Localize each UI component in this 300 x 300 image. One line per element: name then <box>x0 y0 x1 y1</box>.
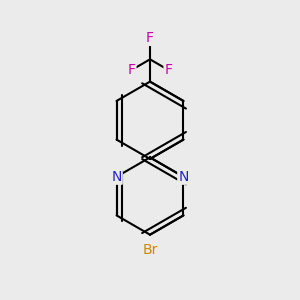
Text: N: N <box>178 170 189 184</box>
Text: N: N <box>111 170 122 184</box>
Text: F: F <box>146 31 154 45</box>
Text: Br: Br <box>142 243 158 256</box>
Text: F: F <box>164 63 172 77</box>
Text: F: F <box>128 63 136 77</box>
